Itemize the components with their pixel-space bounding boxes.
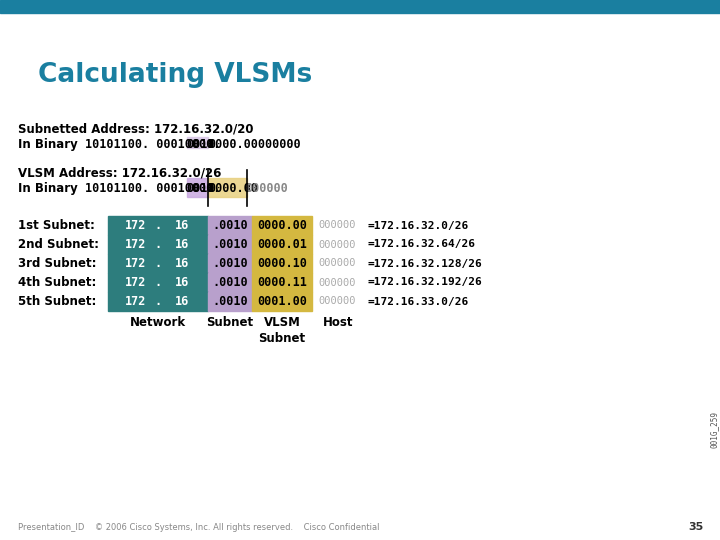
Text: 16: 16 — [175, 238, 189, 251]
Text: Host: Host — [323, 316, 354, 329]
Text: .0010: .0010 — [212, 219, 248, 232]
Text: VLSM Address: 172.16.32.0/26: VLSM Address: 172.16.32.0/26 — [18, 166, 221, 179]
Text: =172.16.32.64/26: =172.16.32.64/26 — [368, 240, 476, 249]
Text: 2nd Subnet:: 2nd Subnet: — [18, 238, 99, 251]
Text: 172: 172 — [125, 295, 147, 308]
Text: 4th Subnet:: 4th Subnet: — [18, 276, 96, 289]
Text: 172: 172 — [125, 238, 147, 251]
Text: 0000.00000000: 0000.00000000 — [208, 138, 301, 151]
Text: 000000: 000000 — [318, 220, 356, 231]
Text: .: . — [154, 219, 161, 232]
Text: 172: 172 — [125, 219, 147, 232]
Text: 172: 172 — [125, 276, 147, 289]
Text: 35: 35 — [689, 522, 704, 532]
Bar — [108, 235, 208, 254]
Text: 0000.11: 0000.11 — [257, 276, 307, 289]
Text: 5th Subnet:: 5th Subnet: — [18, 295, 96, 308]
Bar — [208, 235, 252, 254]
Bar — [252, 273, 312, 292]
Text: 000000: 000000 — [246, 182, 288, 195]
Text: 000000: 000000 — [318, 259, 356, 268]
Text: 16: 16 — [175, 257, 189, 270]
Text: .: . — [154, 276, 161, 289]
Text: In Binary: In Binary — [18, 138, 78, 151]
Text: 1st Subnet:: 1st Subnet: — [18, 219, 95, 232]
Bar — [208, 254, 252, 273]
Text: 3rd Subnet:: 3rd Subnet: — [18, 257, 96, 270]
Text: 0000.00: 0000.00 — [208, 182, 258, 195]
Text: 001G_259: 001G_259 — [709, 411, 719, 449]
Text: .: . — [154, 295, 161, 308]
Text: 172: 172 — [125, 257, 147, 270]
Text: Calculating VLSMs: Calculating VLSMs — [38, 62, 312, 88]
Text: 000000: 000000 — [318, 278, 356, 287]
Text: .: . — [154, 238, 161, 251]
Text: Subnet: Subnet — [207, 316, 253, 329]
Bar — [108, 292, 208, 311]
Bar — [252, 216, 312, 235]
Text: 16: 16 — [175, 295, 189, 308]
Text: 10101100. 00010000.: 10101100. 00010000. — [85, 182, 220, 195]
Bar — [208, 273, 252, 292]
Bar — [108, 254, 208, 273]
Text: =172.16.32.192/26: =172.16.32.192/26 — [368, 278, 482, 287]
Text: 0000.01: 0000.01 — [257, 238, 307, 251]
Bar — [252, 254, 312, 273]
Text: 0010: 0010 — [186, 182, 215, 195]
Text: 0000.00: 0000.00 — [257, 219, 307, 232]
Text: Presentation_ID    © 2006 Cisco Systems, Inc. All rights reserved.    Cisco Conf: Presentation_ID © 2006 Cisco Systems, In… — [18, 523, 379, 532]
Text: 0001.00: 0001.00 — [257, 295, 307, 308]
Bar — [186, 137, 208, 148]
Bar — [252, 235, 312, 254]
Bar — [252, 292, 312, 311]
Text: =172.16.32.128/26: =172.16.32.128/26 — [368, 259, 482, 268]
Text: =172.16.33.0/26: =172.16.33.0/26 — [368, 296, 469, 307]
Bar — [108, 273, 208, 292]
Text: 0000.10: 0000.10 — [257, 257, 307, 270]
Text: 10101100. 00010000.: 10101100. 00010000. — [85, 138, 220, 151]
Text: Network: Network — [130, 316, 186, 329]
Text: Subnetted Address: 172.16.32.0/20: Subnetted Address: 172.16.32.0/20 — [18, 122, 253, 135]
Text: =172.16.32.0/26: =172.16.32.0/26 — [368, 220, 469, 231]
Text: .0010: .0010 — [212, 295, 248, 308]
Text: 000000: 000000 — [318, 296, 356, 307]
Text: 16: 16 — [175, 276, 189, 289]
Bar — [208, 178, 248, 197]
Text: .: . — [154, 257, 161, 270]
Bar — [0, 0, 720, 13]
Text: 000000: 000000 — [318, 240, 356, 249]
Bar — [108, 216, 208, 235]
Bar — [208, 292, 252, 311]
Text: VLSM
Subnet: VLSM Subnet — [258, 316, 305, 345]
Bar — [186, 178, 208, 197]
Text: 0010: 0010 — [186, 138, 215, 151]
Text: .0010: .0010 — [212, 238, 248, 251]
Text: In Binary: In Binary — [18, 182, 78, 195]
Text: 16: 16 — [175, 219, 189, 232]
Text: .0010: .0010 — [212, 257, 248, 270]
Bar — [208, 216, 252, 235]
Text: .0010: .0010 — [212, 276, 248, 289]
